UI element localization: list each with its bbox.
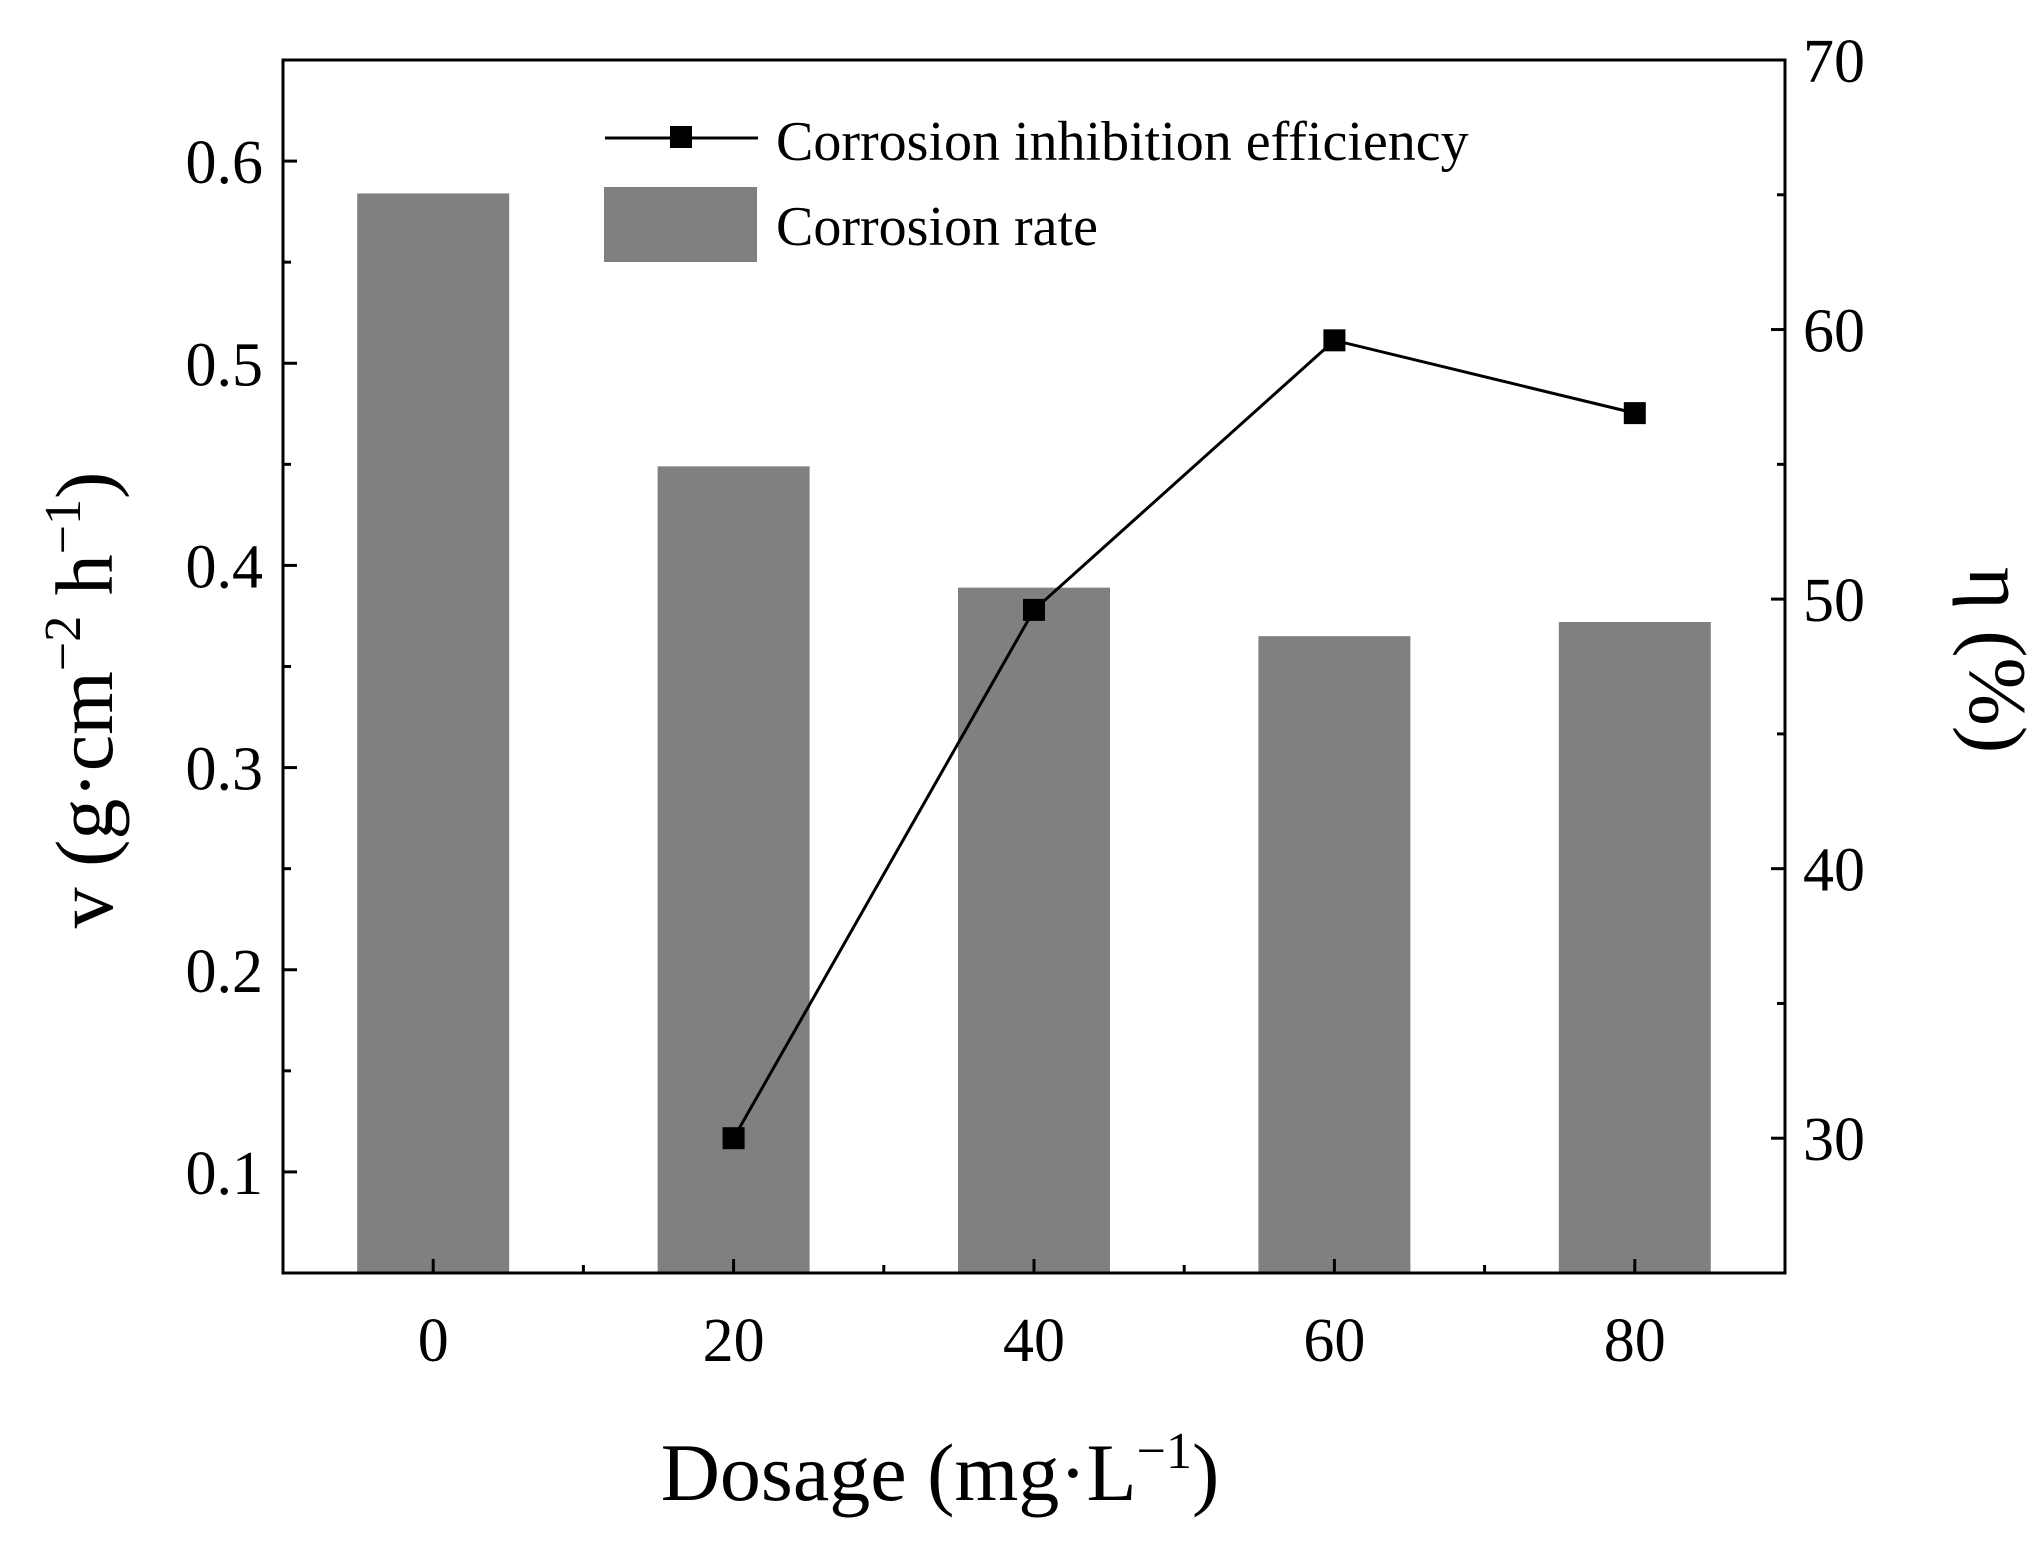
legend-bar-sample — [604, 187, 757, 262]
y-right-tick-label-50: 50 — [1803, 567, 1865, 635]
legend-marker-sample — [670, 126, 692, 148]
x-tick-label-40: 40 — [1003, 1307, 1065, 1375]
bar-20 — [657, 466, 810, 1274]
efficiency-line — [732, 338, 1636, 1139]
efficiency-point-20 — [722, 1127, 745, 1150]
x-tick-label-20: 20 — [703, 1307, 765, 1375]
x-tick-label-80: 80 — [1604, 1307, 1666, 1375]
y-right-tick-label-60: 60 — [1803, 298, 1865, 366]
y-axis-right-title: η (%) — [1952, 567, 2038, 753]
efficiency-point-40 — [1023, 598, 1045, 621]
y-right-tick-label-40: 40 — [1803, 837, 1865, 905]
ticks-layer: 0 20 40 60 80 0.1 0.2 0.3 0.4 0.5 0.6 30 40 50 60 70 — [186, 28, 1866, 1375]
bar-60 — [1258, 636, 1411, 1273]
y-right-tick-label-70: 70 — [1803, 28, 1865, 96]
x-tick-label-0: 0 — [418, 1307, 449, 1375]
bar-0 — [357, 193, 510, 1274]
y-left-tick-label-0.1: 0.1 — [186, 1140, 264, 1208]
y-left-tick-label-0.6: 0.6 — [186, 129, 264, 197]
y-left-tick-label-0.5: 0.5 — [186, 331, 264, 399]
bars-layer — [357, 193, 1711, 1274]
efficiency-point-80 — [1623, 402, 1646, 425]
y-axis-left-title: v (g·cm−2 h−1) — [35, 472, 130, 929]
bar-40 — [958, 587, 1110, 1273]
legend-label-efficiency: Corrosion inhibition efficiency — [776, 111, 1469, 173]
y-left-tick-label-0.4: 0.4 — [186, 533, 264, 601]
legend: Corrosion inhibition efficiency Corrosio… — [604, 111, 1469, 262]
x-tick-label-60: 60 — [1303, 1307, 1365, 1375]
y-left-tick-label-0.2: 0.2 — [186, 938, 264, 1006]
line-layer — [722, 329, 1646, 1150]
y-left-tick-label-0.3: 0.3 — [186, 736, 264, 804]
x-axis-title: Dosage (mg·L−1) — [661, 1423, 1220, 1518]
efficiency-point-60 — [1323, 329, 1346, 352]
legend-label-rate: Corrosion rate — [776, 196, 1098, 258]
bar-80 — [1558, 622, 1711, 1273]
y-right-tick-label-30: 30 — [1803, 1106, 1865, 1174]
